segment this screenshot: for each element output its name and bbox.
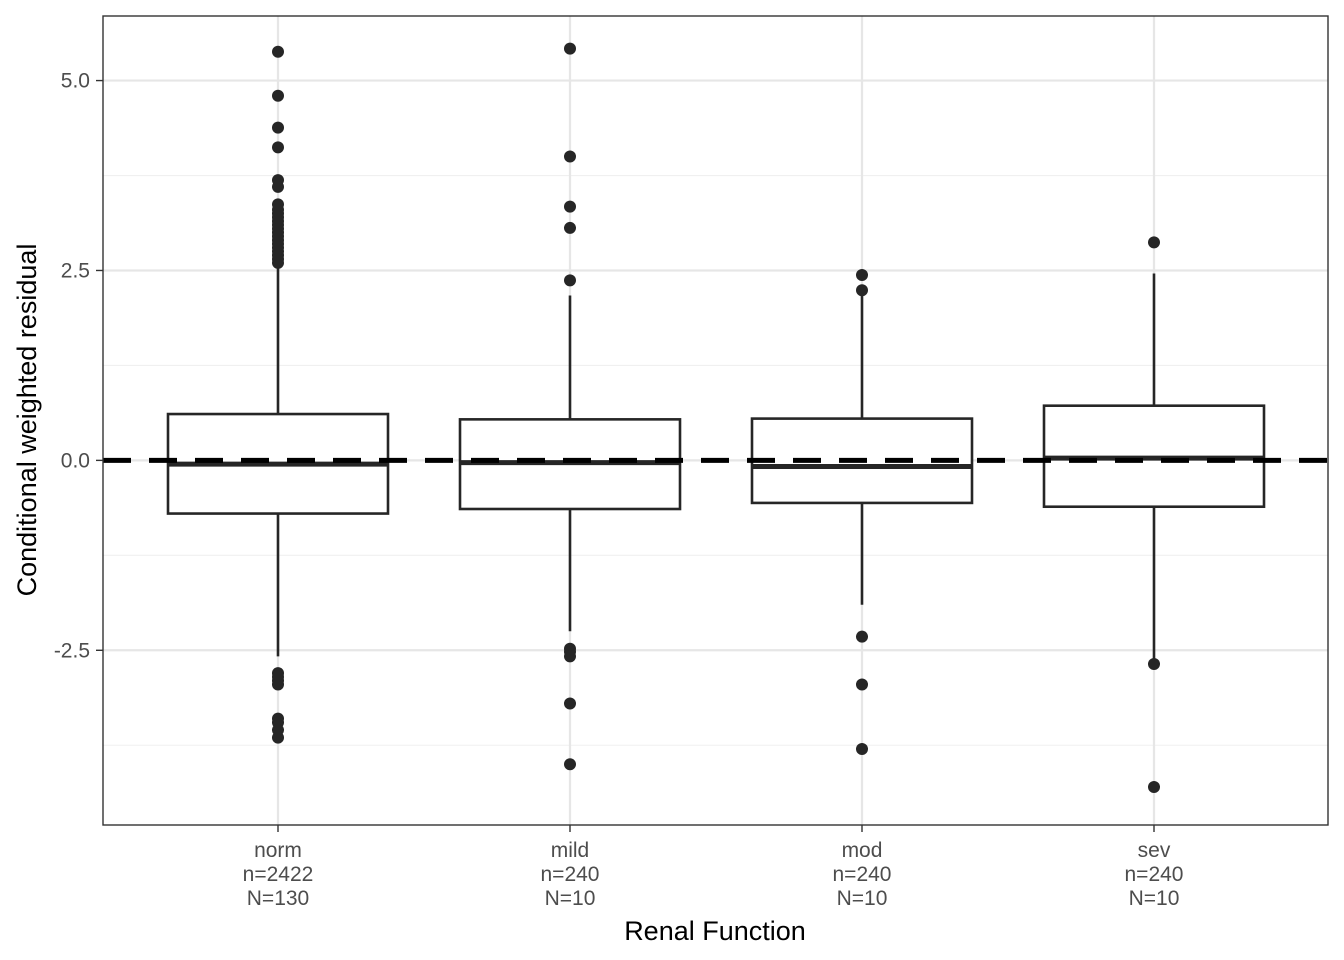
x-tick-label-line: N=130 [247, 887, 309, 910]
y-tick-label: 2.5 [61, 259, 90, 282]
outlier-point [856, 269, 868, 282]
x-tick-label-line: mild [551, 839, 590, 862]
y-axis-title: Conditional weighted residual [12, 244, 42, 597]
y-axis-ticks: -2.5 0.0 2.5 5.0 [54, 70, 103, 662]
outlier-point [272, 141, 284, 154]
x-tick-label-line: norm [254, 839, 302, 862]
box-norm [166, 45, 390, 744]
outlier-point [564, 650, 576, 663]
outlier-point [564, 221, 576, 234]
x-tick-label: sev n=240 N=10 [1125, 839, 1184, 910]
outlier-point [856, 678, 868, 691]
y-tick-label: 5.0 [61, 70, 90, 93]
x-tick-label-line: n=2422 [243, 863, 314, 886]
outlier-point [564, 274, 576, 287]
outlier-point [564, 42, 576, 55]
outlier-point [1148, 781, 1160, 794]
outlier-point [856, 284, 868, 297]
y-tick-label: 0.0 [61, 449, 90, 472]
outlier-point [564, 758, 576, 771]
panel-border [102, 15, 1329, 826]
outlier-point [564, 150, 576, 163]
x-tick-label-line: N=10 [545, 887, 596, 910]
outlier-point [1148, 657, 1160, 670]
y-tick-label: -2.5 [54, 639, 90, 662]
outlier-point [856, 630, 868, 643]
x-tick-label: norm n=2422 N=130 [243, 839, 314, 910]
box-mod [750, 269, 974, 756]
x-tick-label-line: n=240 [541, 863, 600, 886]
outlier-point [272, 731, 284, 744]
boxplot-series [166, 42, 1266, 794]
x-tick-label: mod n=240 N=10 [833, 839, 892, 910]
x-tick-label: mild n=240 N=10 [541, 839, 600, 910]
outlier-point [272, 678, 284, 691]
outlier-point [1148, 236, 1160, 249]
x-tick-label-line: mod [842, 839, 883, 862]
x-axis-title: Renal Function [624, 916, 806, 946]
x-tick-label-line: N=10 [1129, 887, 1180, 910]
outlier-point [272, 89, 284, 102]
x-tick-label-line: sev [1138, 839, 1171, 862]
box-mild [458, 42, 682, 771]
x-tick-label-line: N=10 [837, 887, 888, 910]
outlier-point [564, 697, 576, 710]
outlier-point [272, 256, 284, 269]
x-tick-label-line: n=240 [833, 863, 892, 886]
outlier-point [272, 180, 284, 193]
box-sev [1042, 236, 1266, 794]
x-tick-label-line: n=240 [1125, 863, 1184, 886]
outlier-point [856, 743, 868, 756]
outlier-point [272, 45, 284, 58]
outlier-point [564, 200, 576, 213]
outlier-point [272, 121, 284, 134]
